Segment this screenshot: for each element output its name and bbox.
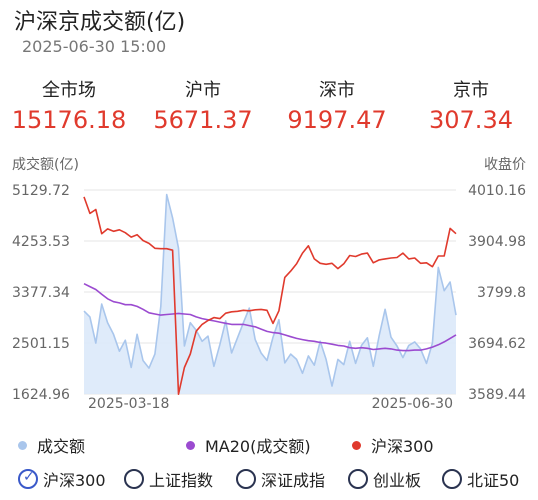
right-axis-label: 收盘价 [484,156,526,173]
legend-label: 沪深300 [371,437,434,456]
axis-ticks: 5129.72 4010.16 4253.53 3904.98 3377.34 3799.… [12,183,526,403]
stat-shenzhen: 深市 9197.47 [270,76,404,134]
tab-label[interactable]: 深证成指 [261,471,326,490]
tab-szse-component[interactable]: 深证成指 [236,467,325,491]
legend-dot-icon [186,440,195,450]
stat-shanghai: 沪市 5671.37 [136,76,270,134]
series-line-ma20 [83,282,457,352]
legend-dot-icon [18,440,27,450]
legend-item-volume: 成交额 [18,433,85,457]
tab-label[interactable]: 北证50 [467,471,520,490]
legend-dot-icon [352,440,361,450]
y-tick-label-right: 3694.62 [468,336,526,352]
y-tick-label-left: 2501.15 [12,336,70,352]
legend-item-csi300: 沪深300 [352,433,434,457]
series-line-csi300 [83,196,457,395]
chart-series [83,193,457,395]
series-area-volume [84,194,456,394]
stat-value: 9197.47 [287,106,387,134]
y-tick-label-right: 3589.44 [468,387,526,403]
left-axis-label: 成交额(亿) [12,156,79,173]
y-tick-label-left: 4253.53 [12,234,70,250]
tab-sse-composite[interactable]: 上证指数 [124,467,213,491]
tab-chinext[interactable]: 创业板 [348,467,421,491]
radio-unchecked-icon[interactable] [124,469,144,489]
radio-unchecked-icon[interactable] [442,469,462,489]
y-tick-label-left: 1624.96 [12,387,70,403]
y-tick-label-right: 4010.16 [468,183,526,199]
x-start-label: 2025-03-18 [88,396,169,412]
stat-label: 沪市 [185,80,221,101]
tab-csi300[interactable]: 沪深300 [18,467,106,491]
tab-label[interactable]: 上证指数 [149,471,214,490]
turnover-chart: 成交额(亿) 收盘价 5129.72 4010.16 4253.53 3904.98 3… [12,156,526,412]
tab-bse50[interactable]: 北证50 [442,467,519,491]
y-tick-label-right: 3904.98 [468,234,526,250]
stat-value: 5671.37 [153,106,253,134]
legend-label: MA20(成交额) [205,437,311,456]
x-end-label: 2025-06-30 [372,396,453,412]
tab-label[interactable]: 沪深300 [43,471,106,490]
legend-label: 成交额 [37,437,86,456]
radio-checked-icon[interactable] [18,469,38,489]
stat-value: 307.34 [429,106,513,134]
chart-legend: 成交额 MA20(成交额) 沪深300 [18,433,538,457]
stat-value: 15176.18 [11,106,127,134]
stat-label: 全市场 [42,80,96,101]
series-line-volume [83,193,457,387]
y-tick-label-left: 3377.34 [12,285,70,301]
y-tick-label-right: 3799.8 [477,285,526,301]
stat-label: 深市 [319,80,355,101]
legend-item-ma20: MA20(成交额) [186,433,311,457]
stat-beijing: 京市 307.34 [404,76,538,134]
stat-all-market: 全市场 15176.18 [2,76,136,134]
market-stats: 全市场 15176.18 沪市 5671.37 深市 9197.47 京市 30… [0,76,538,138]
timestamp: 2025-06-30 15:00 [22,37,167,56]
tab-label[interactable]: 创业板 [373,471,422,490]
page-title: 沪深京成交额(亿) [14,10,186,35]
y-tick-label-left: 5129.72 [12,183,70,199]
stat-label: 京市 [453,80,489,101]
radio-unchecked-icon[interactable] [348,469,368,489]
index-selector: 沪深300 上证指数 深证成指 创业板 北证50 [0,463,538,497]
radio-unchecked-icon[interactable] [236,469,256,489]
